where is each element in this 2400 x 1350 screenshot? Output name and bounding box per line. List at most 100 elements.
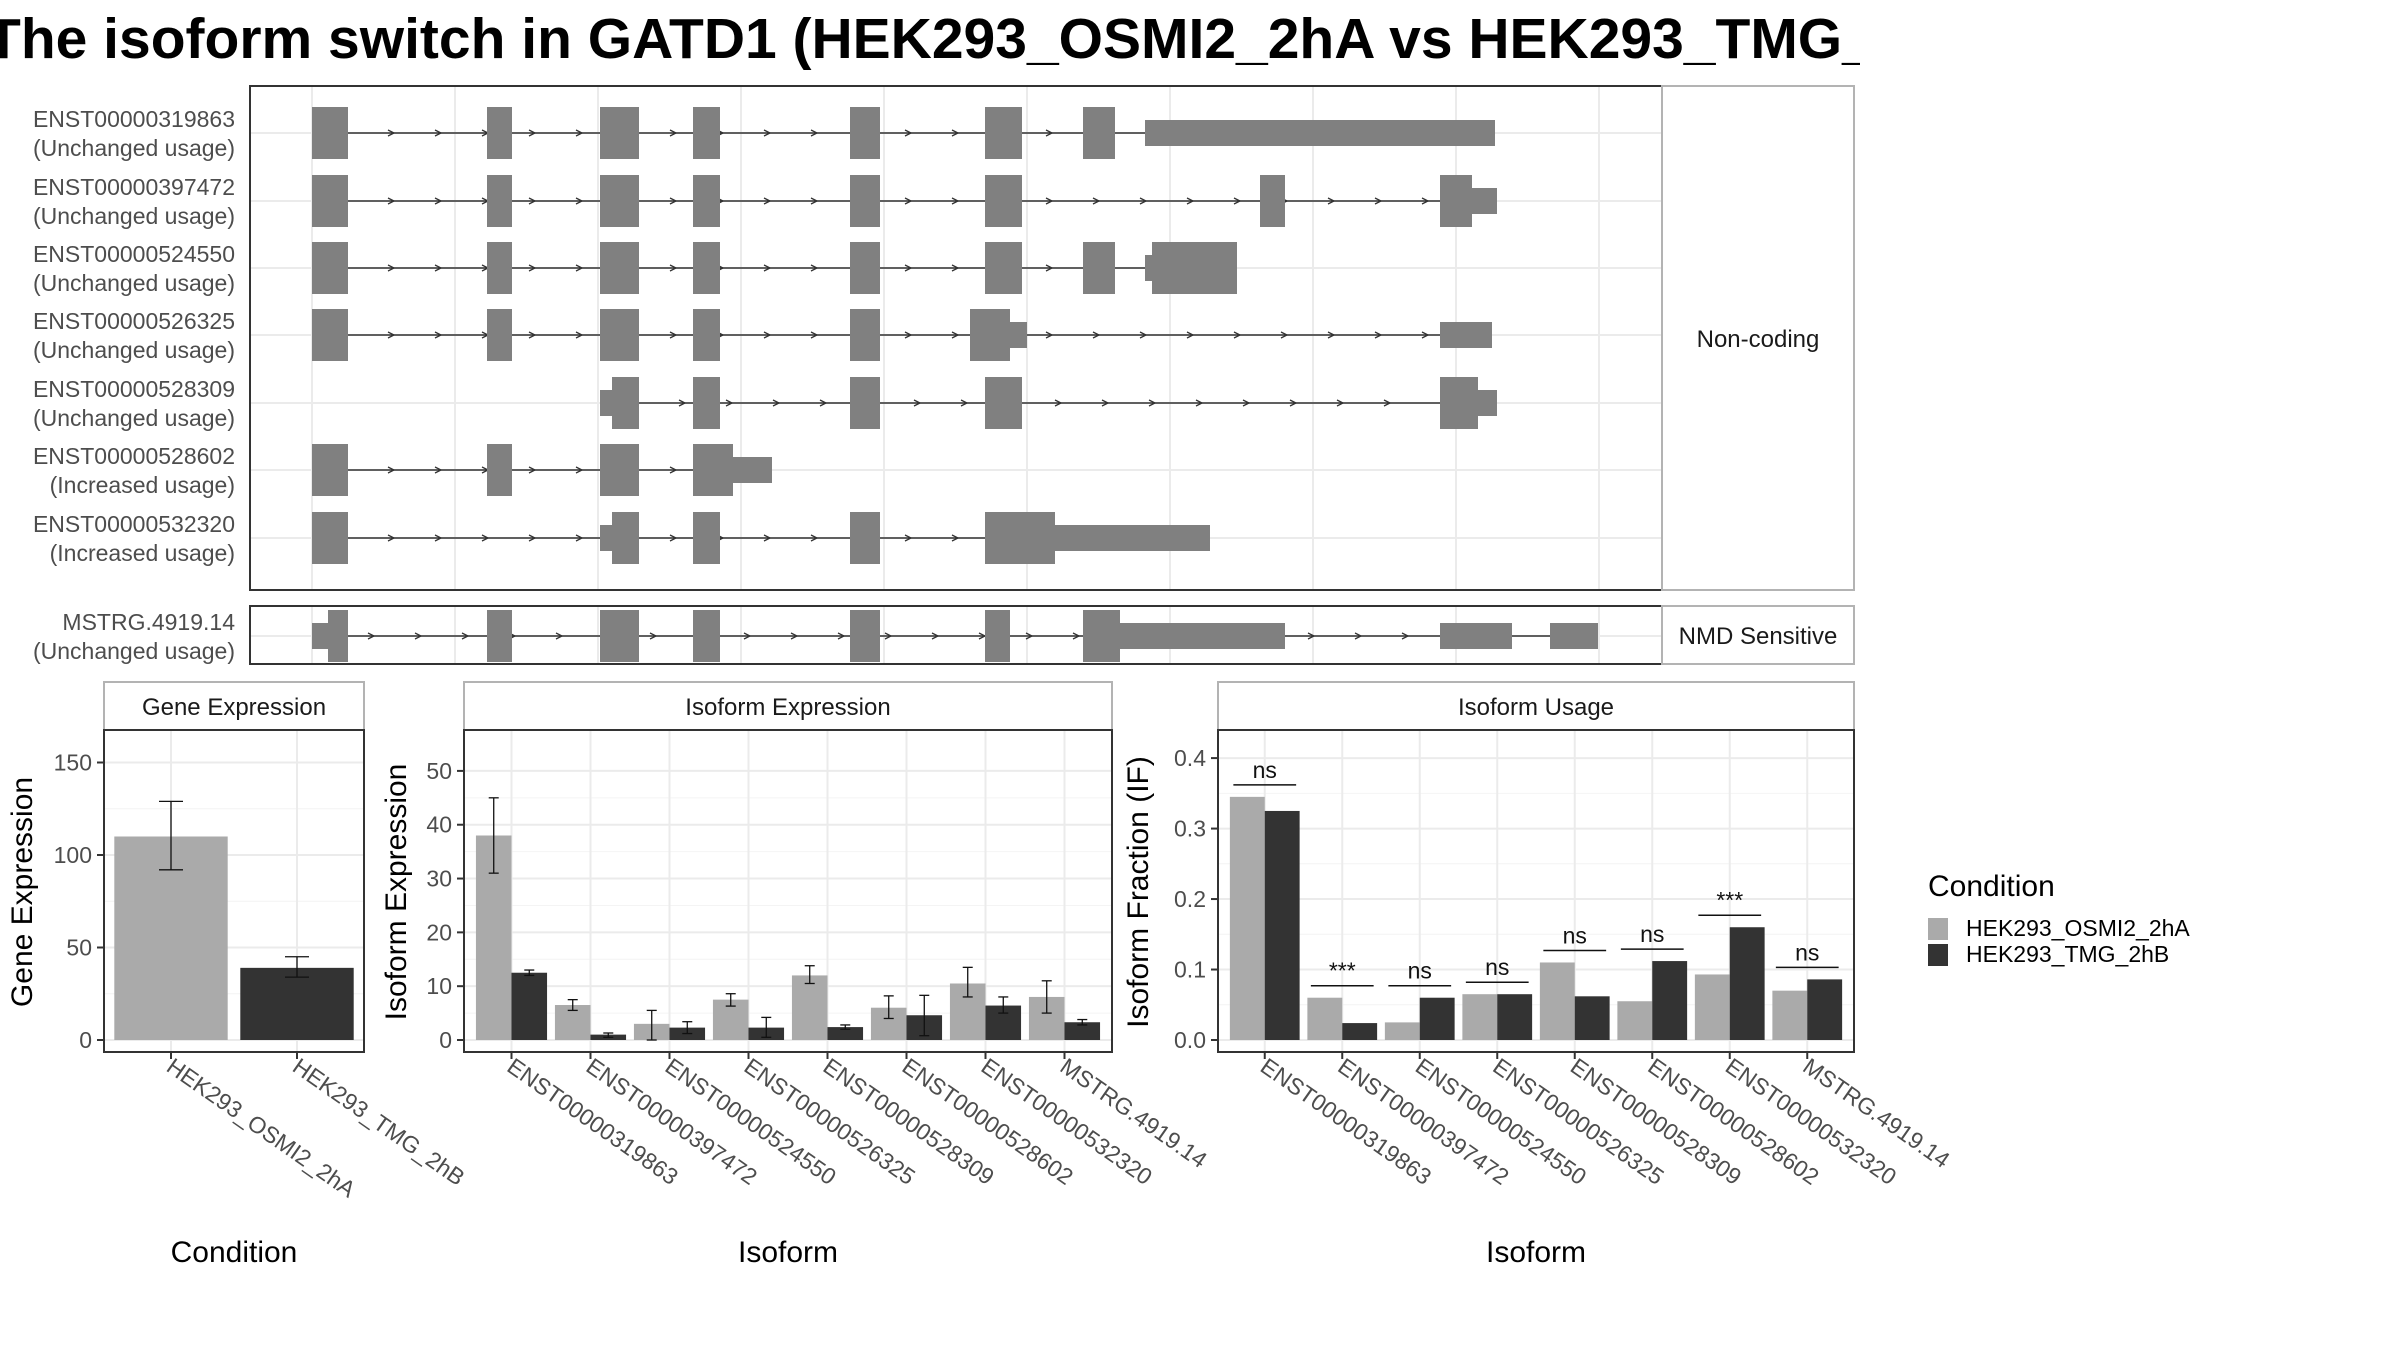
intron-arrow (461, 632, 470, 640)
isoform-usage-label: (Increased usage) (50, 472, 235, 498)
intron-arrow (913, 399, 922, 407)
exon-block (1083, 242, 1115, 294)
intron-arrow (1233, 331, 1242, 339)
plot-panel-bg (464, 730, 1112, 1052)
intron-arrow (434, 534, 443, 542)
strip-noncoding (1661, 85, 1855, 591)
intron-arrow (669, 197, 678, 205)
intron-arrow (528, 197, 537, 205)
exon-block (600, 107, 639, 159)
isoform-id-label: ENST00000397472 (33, 174, 235, 200)
isoform-usage-label: (Unchanged usage) (33, 405, 235, 431)
x-axis-title: Isoform (738, 1236, 838, 1269)
intron-arrow (1045, 264, 1054, 272)
bar (1064, 1022, 1101, 1040)
y-tick-label: 0.1 (1174, 957, 1206, 983)
y-tick-label: 50 (66, 935, 92, 961)
legend-key (1928, 944, 1948, 966)
legend-key (1928, 918, 1948, 940)
exon-block (487, 175, 512, 227)
intron-arrow (1148, 399, 1157, 407)
intron-arrow (1092, 197, 1101, 205)
bar (1462, 994, 1498, 1040)
exon-block (487, 444, 512, 496)
exon-block (1083, 107, 1115, 159)
intron-arrow (951, 534, 960, 542)
x-axis-title: Condition (171, 1236, 298, 1269)
exon-block (693, 377, 720, 429)
intron-arrow (1054, 399, 1063, 407)
plot-panel-border (103, 729, 365, 1053)
intron-arrow (669, 466, 678, 474)
bar (1419, 997, 1455, 1040)
isoform-usage-label: (Unchanged usage) (33, 337, 235, 363)
intron-arrow (1374, 331, 1383, 339)
exon-block (733, 457, 772, 483)
significance-label: ns (1485, 954, 1509, 980)
intron-arrow (1092, 331, 1101, 339)
legend-label: HEK293_OSMI2_2hA (1966, 915, 2190, 941)
plot-title-clip: The isoform switch in GATD1 (HEK293_OSMI… (0, 2, 1860, 92)
legend-label: HEK293_TMG_2hB (1966, 941, 2169, 967)
plot-panel-border (1217, 729, 1855, 1053)
intron-arrow (669, 534, 678, 542)
plot-panel-border (463, 729, 1113, 1053)
y-tick-label: 10 (426, 973, 452, 999)
intron-arrow (951, 331, 960, 339)
intron-arrow (951, 197, 960, 205)
intron-arrow (904, 197, 913, 205)
intron-arrow (772, 399, 781, 407)
intron-arrow (810, 197, 819, 205)
intron-arrow (669, 129, 678, 137)
intron-arrow (1401, 632, 1410, 640)
exon-block (1152, 120, 1495, 146)
bar (1264, 810, 1300, 1040)
bar (1772, 990, 1808, 1040)
exon-block (600, 390, 612, 416)
isoform-usage-label: (Unchanged usage) (33, 270, 235, 296)
intron-arrow (387, 129, 396, 137)
intron-arrow (1421, 331, 1430, 339)
isoform-usage-label: (Unchanged usage) (33, 203, 235, 229)
y-tick-label: 20 (426, 919, 452, 945)
strip-nmd (1661, 605, 1855, 665)
intron-arrow (575, 129, 584, 137)
y-tick-label: 0.4 (1174, 745, 1206, 771)
intron-arrow (810, 331, 819, 339)
intron-arrow (1072, 632, 1081, 640)
intron-arrow (904, 534, 913, 542)
intron-arrow (1045, 129, 1054, 137)
exon-block (487, 610, 512, 662)
intron-arrow (1101, 399, 1110, 407)
bar (791, 975, 828, 1040)
bar (1229, 796, 1265, 1040)
intron-arrow (810, 129, 819, 137)
intron-arrow (763, 534, 772, 542)
intron-arrow (951, 264, 960, 272)
exon-block (312, 444, 348, 496)
intron-arrow (1139, 331, 1148, 339)
exon-block (693, 610, 720, 662)
isoform-id-label: ENST00000524550 (33, 241, 235, 267)
intron-arrow (810, 534, 819, 542)
intron-arrow (434, 129, 443, 137)
intron-arrow (387, 534, 396, 542)
intron-arrow (434, 466, 443, 474)
intron-arrow (678, 399, 687, 407)
intron-arrow (387, 466, 396, 474)
exon-block (1478, 390, 1497, 416)
intron-arrow (387, 264, 396, 272)
exon-block (850, 242, 880, 294)
significance-label: ns (1563, 922, 1587, 948)
intron-arrow (575, 534, 584, 542)
exon-block (600, 444, 639, 496)
y-tick-label: 0 (439, 1027, 452, 1053)
bar (827, 1027, 864, 1040)
intron-arrow (1421, 197, 1430, 205)
bar (1497, 994, 1533, 1040)
facet-strip-label: Isoform Expression (685, 694, 890, 721)
bar (1729, 927, 1765, 1040)
exon-block (312, 107, 348, 159)
facet-strip (463, 681, 1113, 731)
exon-block (487, 242, 512, 294)
